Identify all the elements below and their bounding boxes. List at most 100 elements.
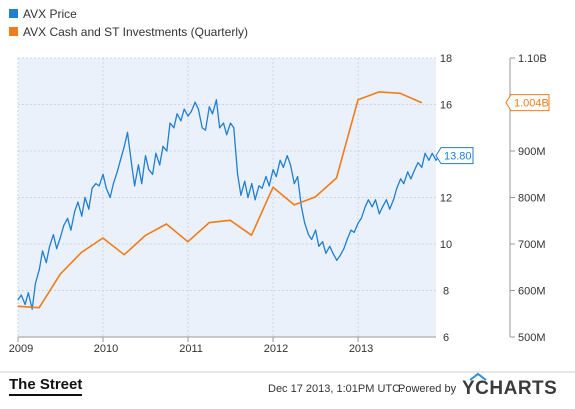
right-axis-tick-label: 1.10B	[518, 53, 547, 65]
ycharts-arrow-icon	[469, 372, 487, 381]
data-point	[137, 164, 139, 166]
data-point	[80, 251, 82, 253]
x-tick-label: 2013	[349, 343, 373, 355]
data-point	[229, 219, 231, 221]
data-point	[81, 215, 83, 217]
footer-provider-logo[interactable]: YCHARTS	[462, 378, 557, 399]
data-point	[112, 183, 114, 185]
data-point	[396, 187, 398, 189]
data-point	[126, 131, 129, 133]
data-point	[254, 199, 256, 201]
data-point	[237, 173, 239, 175]
data-point	[261, 187, 263, 189]
data-point	[293, 183, 295, 185]
data-point	[49, 245, 51, 247]
left-axis-tick-label: 10	[440, 239, 452, 251]
series-line-cash	[17, 91, 422, 309]
right-axis-tick-label: 600M	[518, 286, 546, 298]
data-point	[105, 187, 107, 189]
data-point	[315, 229, 317, 231]
x-tick-label: 2012	[264, 343, 288, 355]
legend-swatch	[9, 9, 18, 18]
data-point	[88, 208, 90, 210]
data-point	[165, 223, 167, 225]
legend-label: AVX Cash and ST Investments (Quarterly)	[23, 25, 248, 39]
data-point	[367, 199, 369, 201]
data-point	[389, 208, 391, 210]
data-point	[435, 159, 437, 161]
data-point	[102, 173, 104, 175]
data-point	[410, 178, 412, 180]
legend-item[interactable]: AVX Cash and ST Investments (Quarterly)	[9, 25, 248, 39]
data-point	[109, 196, 111, 199]
data-point	[357, 222, 359, 224]
data-point	[307, 234, 310, 236]
data-point	[38, 307, 40, 309]
data-point	[187, 241, 189, 243]
data-point	[293, 204, 295, 206]
data-point	[95, 183, 97, 185]
x-tick-label: 2011	[179, 343, 203, 355]
data-point	[417, 162, 419, 164]
data-point	[194, 101, 196, 103]
data-point	[325, 252, 327, 254]
data-point	[119, 159, 121, 161]
data-point	[400, 178, 402, 180]
legend-item[interactable]: AVX Price	[9, 7, 77, 21]
data-point	[268, 185, 270, 187]
data-point	[322, 241, 324, 243]
data-point	[233, 127, 235, 129]
data-point	[176, 113, 178, 115]
data-point	[374, 199, 377, 201]
data-point	[20, 294, 22, 296]
data-point	[346, 238, 348, 240]
data-point	[385, 199, 387, 201]
data-point	[420, 102, 423, 104]
legend-label: AVX Price	[23, 7, 77, 21]
data-point	[173, 127, 175, 129]
data-point	[141, 183, 143, 185]
data-point	[201, 127, 203, 129]
data-point	[24, 303, 26, 305]
data-point	[378, 91, 380, 93]
data-point	[215, 99, 217, 101]
data-point	[336, 259, 338, 261]
data-point	[208, 106, 210, 108]
data-point	[251, 183, 253, 185]
x-tick-label: 2010	[94, 343, 118, 355]
data-point	[204, 129, 207, 131]
data-point	[187, 115, 189, 117]
footer-powered-by: Powered by	[398, 383, 457, 395]
last-value-flag-cash: 1.004B	[505, 94, 550, 112]
data-point	[197, 108, 199, 110]
data-point	[148, 169, 150, 171]
data-point	[208, 222, 210, 224]
data-point	[428, 159, 430, 161]
data-point	[332, 252, 334, 254]
data-point	[272, 186, 274, 188]
data-point	[222, 122, 225, 124]
data-point	[123, 145, 125, 147]
data-point	[282, 166, 284, 168]
data-point	[31, 308, 33, 310]
data-point	[74, 210, 76, 212]
data-point	[289, 164, 292, 166]
left-axis-tick-label: 18	[440, 53, 452, 65]
data-point	[226, 134, 228, 136]
data-point	[353, 231, 355, 233]
data-point	[297, 176, 299, 178]
data-point	[329, 245, 331, 247]
data-point	[250, 234, 253, 236]
data-point	[38, 269, 40, 271]
data-point	[77, 201, 79, 203]
last-value-label: 13.80	[444, 151, 472, 163]
data-point	[63, 224, 65, 226]
data-point	[314, 196, 316, 198]
data-point	[364, 206, 366, 208]
data-point	[59, 236, 62, 238]
data-point	[159, 164, 161, 166]
left-axis-tick-label: 6	[443, 332, 449, 344]
right-axis-tick-label: 500M	[518, 332, 546, 344]
data-point	[357, 99, 359, 101]
